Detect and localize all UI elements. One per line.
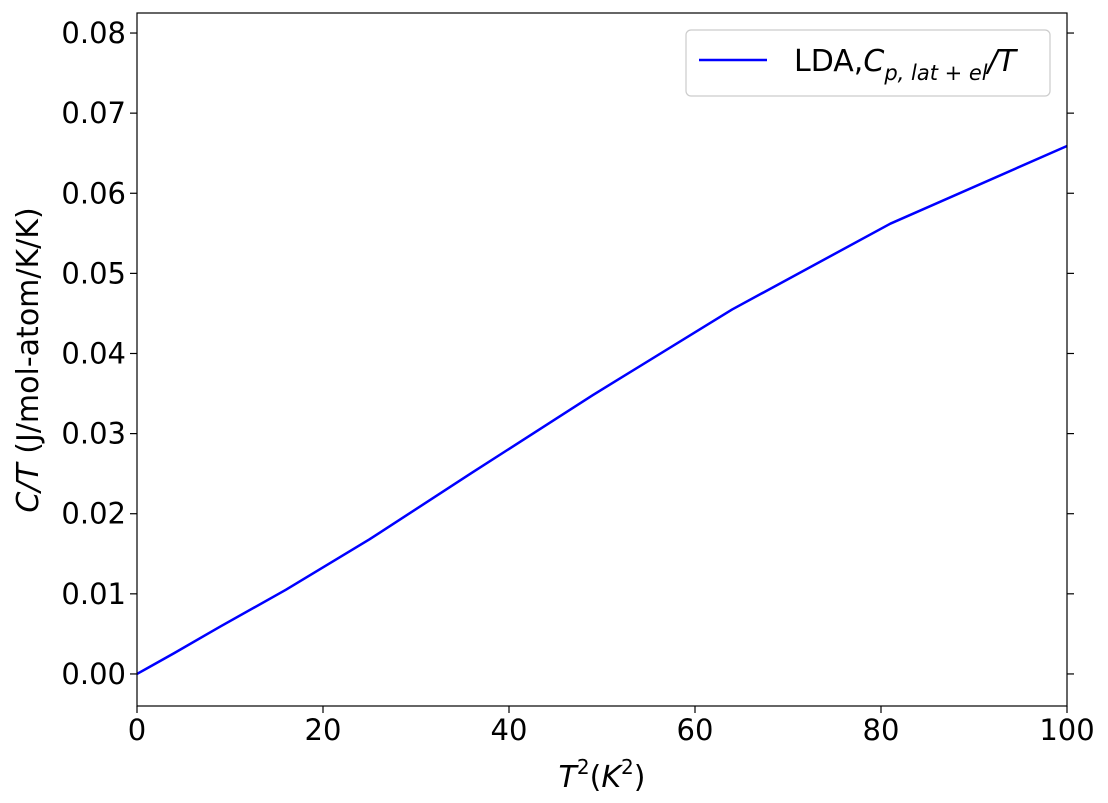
y-tick-label: 0.06	[61, 176, 126, 210]
y-tick-label: 0.00	[61, 657, 126, 691]
legend-box	[685, 29, 1051, 97]
legend: LDA,Cp, lat + el/T	[685, 29, 1051, 97]
y-tick-label: 0.08	[61, 16, 126, 50]
x-tick-label: 0	[128, 713, 146, 747]
y-tick-label: 0.04	[61, 336, 126, 370]
y-axis-label: C/T (J/mol-atom/K/K)	[11, 207, 46, 512]
plot-frame	[136, 12, 1068, 707]
x-tick-label: 40	[491, 713, 528, 747]
x-tick-label: 20	[305, 713, 342, 747]
x-tick-label: 60	[677, 713, 714, 747]
x-axis-label: T2(K2)	[559, 755, 646, 795]
legend-label: LDA,Cp, lat + el/T	[794, 44, 1019, 85]
y-tick-label: 0.03	[61, 417, 126, 451]
plot-area: 0 20 40 60 80 100 0.00 0.01 0.02 0.03 0.04 0.05 0.06…	[61, 12, 1095, 747]
y-tick-label: 0.07	[61, 96, 126, 130]
x-tick-label: 100	[1039, 713, 1094, 747]
y-tick-label: 0.02	[61, 497, 126, 531]
y-tick-label: 0.01	[61, 577, 126, 611]
series-line-0	[136, 144, 1068, 676]
x-tick-label: 80	[863, 713, 900, 747]
y-tick-label: 0.05	[61, 256, 126, 290]
